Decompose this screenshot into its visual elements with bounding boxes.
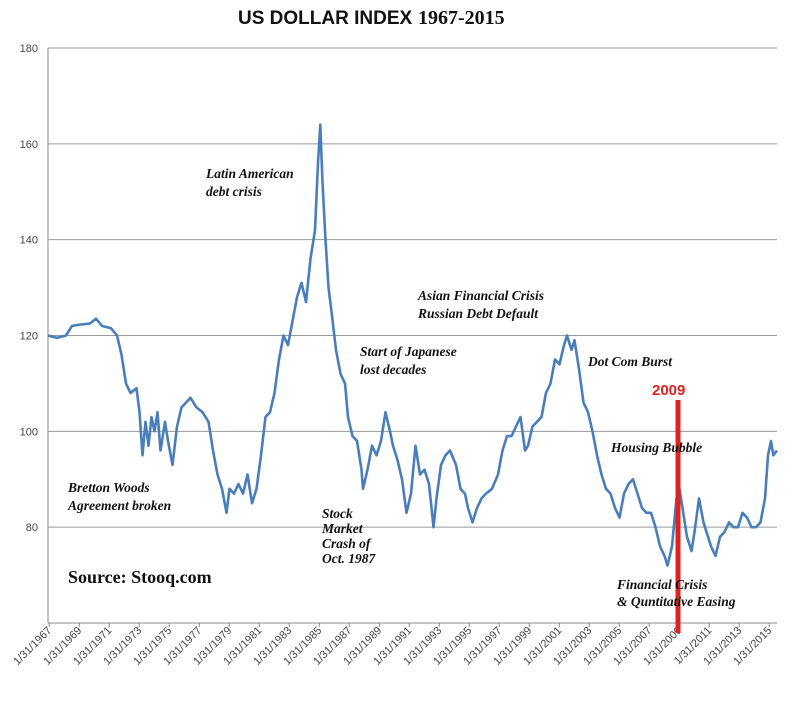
annotation-dot-com-burst: Dot Com Burst bbox=[587, 354, 673, 369]
annotation-financial-crisis-qe: Financial Crisis & Quntitative Easing bbox=[616, 577, 736, 609]
y-tick-label: 100 bbox=[20, 426, 38, 438]
annotation-asian-financial-crisis: Asian Financial Crisis Russian Debt Defa… bbox=[417, 288, 547, 321]
y-axis-ticks: 180 160 140 120 100 80 bbox=[20, 43, 38, 534]
dollar-index-line bbox=[47, 123, 779, 567]
y-tick-label: 160 bbox=[20, 139, 38, 151]
y-tick-label: 180 bbox=[20, 43, 38, 55]
chart-title: US DOLLAR INDEX bbox=[238, 8, 413, 29]
annotation-japanese-lost-decades: Start of Japanese lost decades bbox=[360, 344, 460, 377]
year-2009-marker-label: 2009 bbox=[652, 382, 685, 399]
y-tick-label: 80 bbox=[26, 522, 38, 534]
gridlines bbox=[48, 47, 777, 528]
annotation-stock-market-crash-1987: Stock Market Crash of Oct. 1987 bbox=[321, 506, 376, 566]
source-note: Source: Stooq.com bbox=[68, 567, 212, 587]
y-tick-label: 140 bbox=[20, 235, 38, 247]
x-axis-ticks: 1/31/19671/31/19691/31/19711/31/19731/31… bbox=[11, 623, 774, 668]
annotation-bretton-woods: Bretton Woods Agreement broken bbox=[67, 480, 171, 513]
chart-title-years: 1967-2015 bbox=[418, 7, 505, 29]
annotation-housing-bubble: Housing Bubble bbox=[610, 440, 702, 455]
y-tick-label: 120 bbox=[20, 331, 38, 343]
annotation-latin-american-debt-crisis: Latin American debt crisis bbox=[205, 166, 297, 199]
